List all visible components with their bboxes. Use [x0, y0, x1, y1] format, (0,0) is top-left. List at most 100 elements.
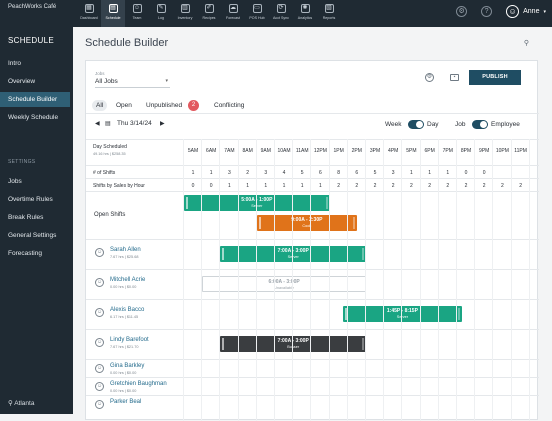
filter-conflicting[interactable]: Conflicting: [214, 102, 245, 109]
employee-name[interactable]: Gretchien Baughman: [110, 381, 167, 387]
search-icon[interactable]: ⚲: [523, 40, 529, 47]
sales-shift-cell: 1: [300, 183, 304, 189]
employee-hours: 6.17 hrs | $11.45: [110, 315, 139, 319]
unavailable-block[interactable]: 6:00A - 3:00P Unavailable: [202, 276, 366, 292]
week-day-toggle[interactable]: [408, 120, 424, 129]
hour-label: 10PM: [495, 148, 509, 154]
drag-handle-icon[interactable]: [345, 308, 348, 320]
employee-name[interactable]: Mitchell Acrie: [110, 277, 146, 283]
user-menu[interactable]: ☺ Anne ▾: [506, 5, 546, 18]
hour-label: 10AM: [277, 148, 291, 154]
job-employee-toggle[interactable]: [472, 120, 488, 129]
hour-label: 12PM: [313, 148, 327, 154]
view-job-label: Job: [455, 121, 466, 128]
resize-handle[interactable]: [325, 197, 328, 209]
sidebar-item-weekly-schedule[interactable]: Weekly Schedule: [8, 114, 59, 121]
employee-hours: 7.67 hrs | $21.70: [110, 345, 139, 349]
hour-label: 9AM: [260, 148, 271, 154]
sidebar-item-overview[interactable]: Overview: [8, 78, 36, 85]
toggle-knob: [480, 121, 487, 128]
jobs-select[interactable]: All Jobs ▾: [95, 78, 170, 88]
employee-row: ☺ Sarah Allen 7.67 hrs | $25.68: [86, 239, 539, 269]
hour-gridline: [456, 139, 457, 421]
shift-block[interactable]: 5:00A - 1:00P Server: [184, 195, 330, 211]
nav-item-recipes[interactable]: ✐ Recipes: [197, 0, 221, 27]
shift-count-cell: 1: [410, 170, 413, 176]
hour-gridline: [219, 139, 221, 421]
nav-item-team[interactable]: ☺ Team: [125, 0, 149, 27]
camera-icon[interactable]: ▪: [450, 74, 459, 81]
nav-item-forecast[interactable]: ☁ Forecast: [221, 0, 245, 27]
sidebar-item-schedule-builder[interactable]: Schedule Builder: [0, 92, 70, 107]
employee-name[interactable]: Parker Beal: [110, 399, 142, 405]
next-day-icon[interactable]: ▶: [160, 121, 165, 127]
shift-block[interactable]: 9:00A - 2:30P Cook: [256, 215, 357, 231]
date-bar: ◀ ▤ Thu 3/14/24 ▶ Week Day Job Employee: [86, 116, 539, 133]
log-icon: ✎: [156, 4, 166, 13]
shift-count-cell: 0: [464, 170, 468, 176]
employee-name[interactable]: Sarah Allen: [110, 247, 141, 253]
sidebar-item-overtime-rules[interactable]: Overtime Rules: [8, 196, 53, 203]
sales-shift-cell: 1: [319, 183, 322, 189]
sales-shift-cell: 1: [264, 183, 268, 189]
hour-gridline: [310, 139, 312, 421]
nav-item-label: Recipes: [202, 16, 216, 20]
publish-button[interactable]: PUBLISH: [469, 70, 521, 85]
sidebar-item-jobs[interactable]: Jobs: [8, 178, 22, 185]
resize-handle[interactable]: [361, 338, 364, 350]
drag-handle-icon[interactable]: [258, 217, 261, 229]
hour-gridline: [365, 139, 366, 421]
employee-name[interactable]: Gina Barkley: [110, 363, 145, 369]
shift-count-label: # of Shifts: [93, 170, 116, 176]
sales-shift-cell: 2: [446, 183, 450, 189]
nav-item-dashboard[interactable]: ▦ Dashboard: [77, 0, 101, 27]
view-day-label: Day: [427, 121, 439, 128]
shift-block[interactable]: 1:45P - 8:15P Server: [343, 306, 462, 322]
nav-item-pos-hub[interactable]: ▭ POS Hub: [245, 0, 269, 27]
nav-item-acct-sync[interactable]: ⟳ Acct Sync: [269, 0, 293, 27]
filter-all[interactable]: All: [92, 100, 108, 111]
employee-avatar-icon: ☺: [95, 248, 104, 257]
sidebar-section-settings: SETTINGS: [8, 159, 36, 165]
help-icon[interactable]: ?: [481, 6, 493, 17]
prev-day-icon[interactable]: ◀: [95, 121, 100, 127]
filter-open[interactable]: Open: [116, 102, 132, 109]
employee-avatar-icon: ☺: [95, 382, 104, 391]
location-selector[interactable]: ⚲ Atlanta: [8, 399, 34, 407]
nav-item-log[interactable]: ✎ Log: [149, 0, 173, 27]
top-right-controls: ⚙ ? ☺ Anne ▾: [456, 5, 546, 18]
drag-handle-icon[interactable]: [222, 338, 225, 350]
drag-handle-icon[interactable]: [222, 248, 225, 260]
shift-time: 5:00A - 1:00P: [241, 197, 273, 203]
sales-shift-cell: 2: [410, 183, 413, 189]
shift-block[interactable]: 7:00A - 3:00P Server: [220, 246, 366, 262]
shift-count-cell: 6: [319, 170, 322, 176]
employee-name[interactable]: Alexis Bacco: [110, 307, 145, 313]
hour-label: 7PM: [442, 148, 453, 154]
shift-block[interactable]: 7:00A - 3:00PBusser: [220, 336, 366, 352]
employee-name[interactable]: Lindy Barefoot: [110, 337, 149, 343]
open-shifts-row: Open Shifts: [86, 191, 539, 239]
filter-unpublished[interactable]: Unpublished: [146, 102, 183, 109]
drag-handle-icon[interactable]: [186, 197, 188, 209]
sales-shift-cell: 0: [191, 183, 195, 189]
shift-count-cell: 6: [355, 170, 359, 176]
sidebar-item-break-rules[interactable]: Break Rules: [8, 214, 44, 221]
resize-handle[interactable]: [457, 308, 460, 320]
shift-role: Server: [251, 204, 263, 208]
resize-handle[interactable]: [352, 217, 355, 229]
shift-count-cell: 5: [300, 170, 304, 176]
nav-item-schedule[interactable]: ▤ Schedule: [101, 0, 125, 27]
calendar-icon[interactable]: ▤: [105, 121, 111, 127]
hour-label: 1PM: [333, 148, 344, 154]
sidebar-item-intro[interactable]: Intro: [8, 60, 22, 67]
sidebar-item-general-settings[interactable]: General Settings: [8, 232, 57, 239]
resize-handle[interactable]: [361, 248, 364, 260]
nav-item-reports[interactable]: ▧ Reports: [317, 0, 341, 27]
nav-item-analytics[interactable]: ✺ Analytics: [293, 0, 317, 27]
nav-item-inventory[interactable]: ▥ Inventory: [173, 0, 197, 27]
sidebar-item-forecasting[interactable]: Forecasting: [8, 250, 42, 257]
schedule-settings-icon[interactable]: ⚙: [425, 73, 434, 82]
sales-shift-cell: 1: [282, 183, 286, 189]
settings-gear-icon[interactable]: ⚙: [456, 6, 468, 17]
